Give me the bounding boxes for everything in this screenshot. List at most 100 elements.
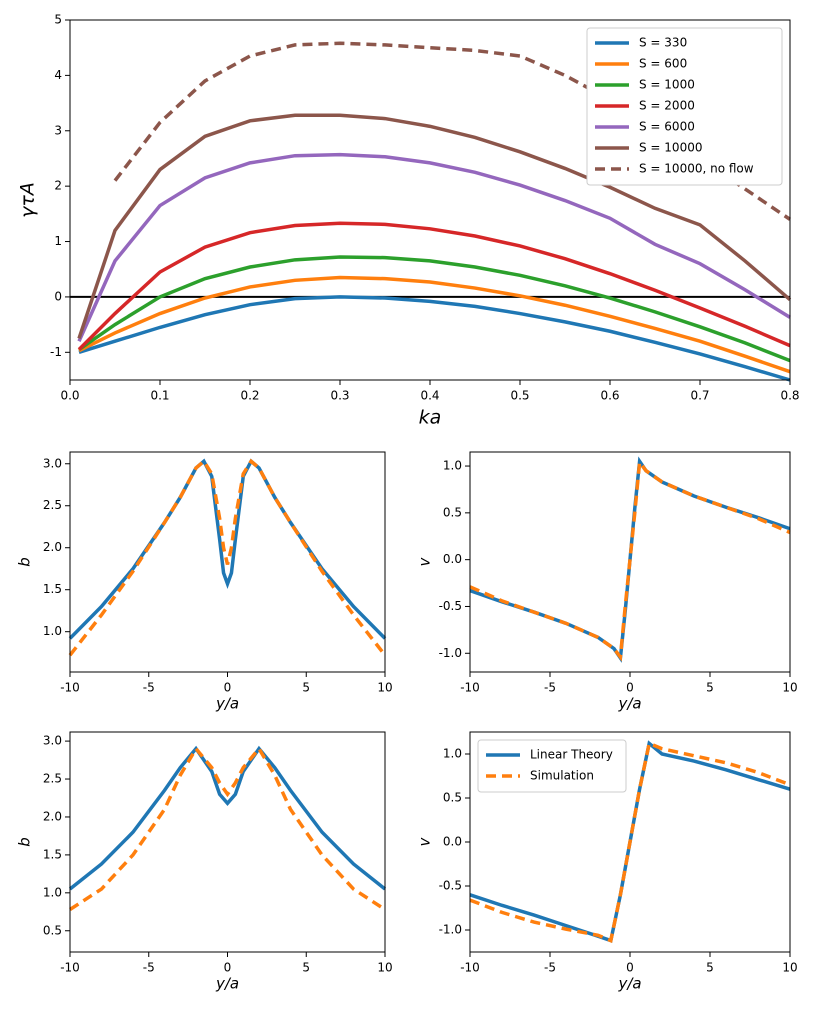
y-tick-label: 1.0	[443, 747, 462, 761]
y-tick-label: -1.0	[439, 923, 462, 937]
chart: -10 -5 0 5 10 0.5 1.0 1.5 2.0 2.5 3.0 y/a b	[16, 731, 393, 993]
y-tick-label: 3.0	[43, 456, 62, 470]
x-tick-label: 0.7	[690, 389, 709, 403]
y-tick-label: 0.0	[443, 835, 462, 849]
x-tick-label: -10	[60, 961, 80, 975]
y-tick-label: 0	[54, 289, 62, 303]
y-tick-label: 1.5	[43, 847, 62, 861]
x-tick-label: 0.5	[510, 389, 529, 403]
series-line	[69, 745, 386, 911]
legend-label: S = 600	[639, 57, 687, 71]
legend-box	[586, 27, 783, 186]
axes-frame	[69, 19, 791, 381]
y-tick-label: 0.5	[43, 923, 62, 937]
y-axis-label: b	[16, 557, 34, 567]
series-line	[78, 295, 791, 382]
chart: -10 -5 0 5 10 1.0 1.5 2.0 2.5 3.0 y/a b	[16, 451, 393, 713]
legend-label: Linear Theory	[530, 748, 613, 762]
x-tick-label: 0.4	[420, 389, 439, 403]
series-line	[77, 152, 791, 342]
legend-label: Simulation	[530, 769, 594, 783]
series-line	[469, 741, 791, 943]
y-axis-label: v	[416, 836, 434, 846]
y-axis-label: γτA	[17, 182, 39, 218]
legend-box	[477, 739, 627, 793]
legend-label: S = 2000	[639, 99, 695, 113]
x-tick-label: 10	[377, 681, 392, 695]
chart: -10 -5 0 5 10 -1.0 -0.5 0.0 0.5 1.0 y/a v Linear The…	[416, 731, 798, 993]
axes-frame	[69, 451, 386, 673]
series-line	[77, 221, 791, 351]
x-axis-label: ka	[419, 407, 442, 429]
x-tick-label: 10	[377, 961, 392, 975]
y-tick-label: 1	[54, 234, 62, 248]
y-tick-label: 0.5	[443, 791, 462, 805]
axes-frame	[69, 731, 386, 953]
series-line	[68, 458, 387, 640]
x-tick-label: -10	[460, 961, 480, 975]
series-line	[113, 41, 791, 221]
y-tick-label: 3	[54, 123, 62, 137]
x-axis-label: y/a	[617, 695, 641, 713]
x-tick-label: 0.2	[240, 389, 259, 403]
axes-frame	[469, 731, 791, 953]
legend-label: S = 10000, no flow	[639, 162, 754, 176]
y-tick-label: 1.0	[43, 624, 62, 638]
x-tick-label: 0	[224, 961, 232, 975]
x-tick-label: 5	[706, 961, 714, 975]
series-line	[68, 458, 387, 657]
y-tick-label: -0.5	[439, 879, 462, 893]
y-tick-label: 2.5	[43, 498, 62, 512]
x-tick-label: -5	[143, 961, 155, 975]
y-tick-label: 2	[54, 179, 62, 193]
chart: -10 -5 0 5 10 -1.0 -0.5 0.0 0.5 1.0 y/a v	[416, 451, 798, 713]
y-tick-label: 0.5	[443, 505, 462, 519]
chart: 0.0 0.1 0.2 0.3 0.4 0.5 0.6 0.7 0.8 -1 0 1 2 3 4 5 ka γτA…	[17, 13, 800, 429]
series-line	[77, 113, 792, 340]
y-tick-label: 2.0	[43, 540, 62, 554]
x-tick-label: 0.0	[60, 389, 79, 403]
series-line	[68, 745, 387, 891]
x-axis-label: y/a	[215, 975, 239, 993]
x-tick-label: -5	[143, 681, 155, 695]
series-line	[78, 255, 791, 363]
x-tick-label: -10	[460, 681, 480, 695]
series-line	[469, 457, 791, 662]
y-axis-label: v	[416, 556, 434, 566]
y-axis-label: b	[16, 837, 34, 847]
x-tick-label: 10	[782, 681, 797, 695]
legend-label: S = 1000	[639, 78, 695, 92]
x-tick-label: 0.8	[780, 389, 799, 403]
x-tick-label: -10	[60, 681, 80, 695]
x-tick-label: 0.1	[150, 389, 169, 403]
y-tick-label: 2.0	[43, 809, 62, 823]
x-axis-label: y/a	[617, 975, 641, 993]
x-tick-label: -5	[544, 961, 556, 975]
x-tick-label: 0	[626, 961, 634, 975]
y-tick-label: -0.5	[439, 599, 462, 613]
y-tick-label: 3.0	[43, 734, 62, 748]
y-tick-label: 5	[54, 13, 62, 27]
y-tick-label: 2.5	[43, 772, 62, 786]
y-tick-label: 1.0	[43, 885, 62, 899]
x-tick-label: 5	[302, 961, 310, 975]
series-line	[78, 275, 791, 374]
legend-label: S = 6000	[639, 120, 695, 134]
x-tick-label: 0.3	[330, 389, 349, 403]
x-tick-label: 0	[224, 681, 232, 695]
x-tick-label: 0.6	[600, 389, 619, 403]
y-tick-label: -1.0	[439, 646, 462, 660]
y-tick-label: -1	[50, 345, 62, 359]
y-tick-label: 1.0	[443, 459, 462, 473]
axes-frame	[469, 451, 791, 673]
y-tick-label: 0.0	[443, 552, 462, 566]
x-tick-label: 0	[626, 681, 634, 695]
y-tick-label: 4	[54, 68, 62, 82]
x-tick-label: 10	[782, 961, 797, 975]
x-tick-label: 5	[302, 681, 310, 695]
x-axis-label: y/a	[215, 695, 239, 713]
y-tick-label: 1.5	[43, 582, 62, 596]
x-tick-label: -5	[544, 681, 556, 695]
legend-label: S = 10000	[639, 141, 702, 155]
